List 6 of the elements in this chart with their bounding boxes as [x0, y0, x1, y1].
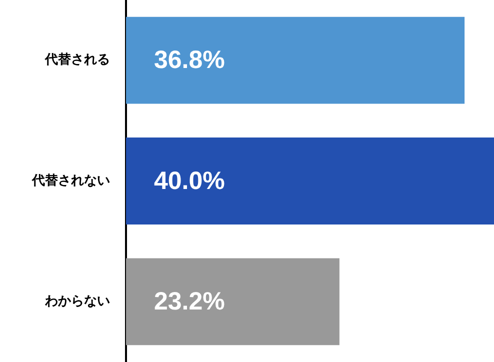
data-label: 40.0% [154, 166, 225, 195]
data-label: 36.8% [154, 46, 225, 74]
y-tick-label: わからない [44, 294, 110, 310]
y-tick-label: 代替されない [31, 173, 110, 188]
data-label: 23.2% [154, 288, 225, 316]
y-tick-label: 代替される [44, 52, 110, 68]
